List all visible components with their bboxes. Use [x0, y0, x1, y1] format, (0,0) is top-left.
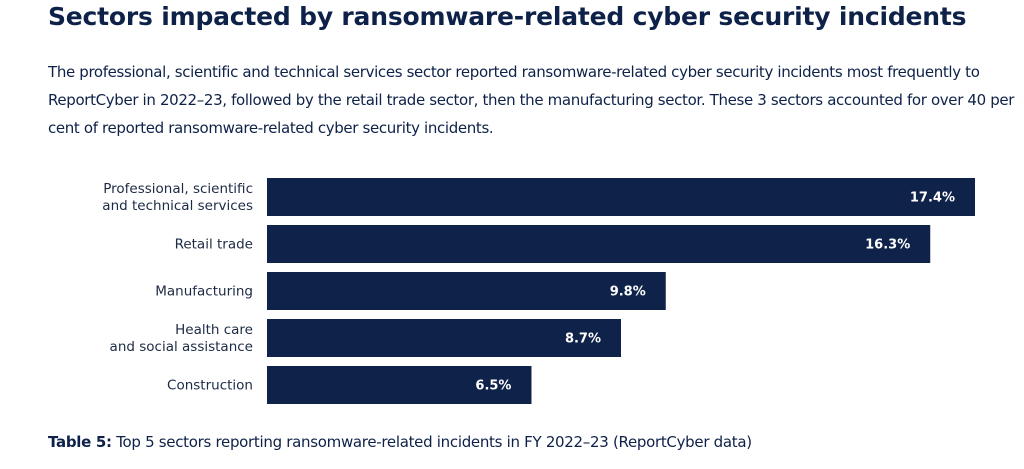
- bar-1: [267, 178, 975, 216]
- category-label-5: Construction: [167, 378, 253, 394]
- bar-2: [267, 225, 931, 263]
- category-label-line: Health care: [175, 322, 253, 338]
- category-label-4: Health care and social assistance: [110, 322, 253, 355]
- category-label-2: Retail trade: [175, 237, 253, 253]
- category-label-line: Construction: [167, 378, 253, 394]
- caption-label: Table 5:: [48, 433, 112, 451]
- intro-paragraph: The professional, scientific and technic…: [48, 63, 1015, 137]
- ransomware-sector-bar-chart: 17.4% Professional, scientific and technic…: [102, 178, 975, 404]
- table-caption: Table 5: Top 5 sectors reporting ransomw…: [48, 433, 752, 451]
- value-label-2: 16.3%: [865, 238, 910, 253]
- bar-3: [267, 272, 666, 310]
- category-label-3: Manufacturing: [155, 284, 253, 300]
- chart-heading: Sectors impacted by ransomware-related c…: [48, 2, 967, 31]
- caption-text: Top 5 sectors reporting ransomware-relat…: [111, 433, 752, 451]
- bar-5: [267, 366, 532, 404]
- value-label-5: 6.5%: [475, 379, 511, 394]
- category-label-line: Manufacturing: [155, 284, 253, 300]
- category-label-1: Professional, scientific and technical se…: [102, 181, 253, 214]
- value-label-4: 8.7%: [565, 332, 601, 347]
- category-label-line: Professional, scientific: [103, 181, 253, 197]
- category-label-line: Retail trade: [175, 237, 253, 253]
- bar-4: [267, 319, 621, 357]
- value-label-1: 17.4%: [910, 191, 955, 206]
- category-label-line: and social assistance: [110, 339, 253, 355]
- value-label-3: 9.8%: [610, 285, 646, 300]
- category-label-line: and technical services: [102, 198, 253, 214]
